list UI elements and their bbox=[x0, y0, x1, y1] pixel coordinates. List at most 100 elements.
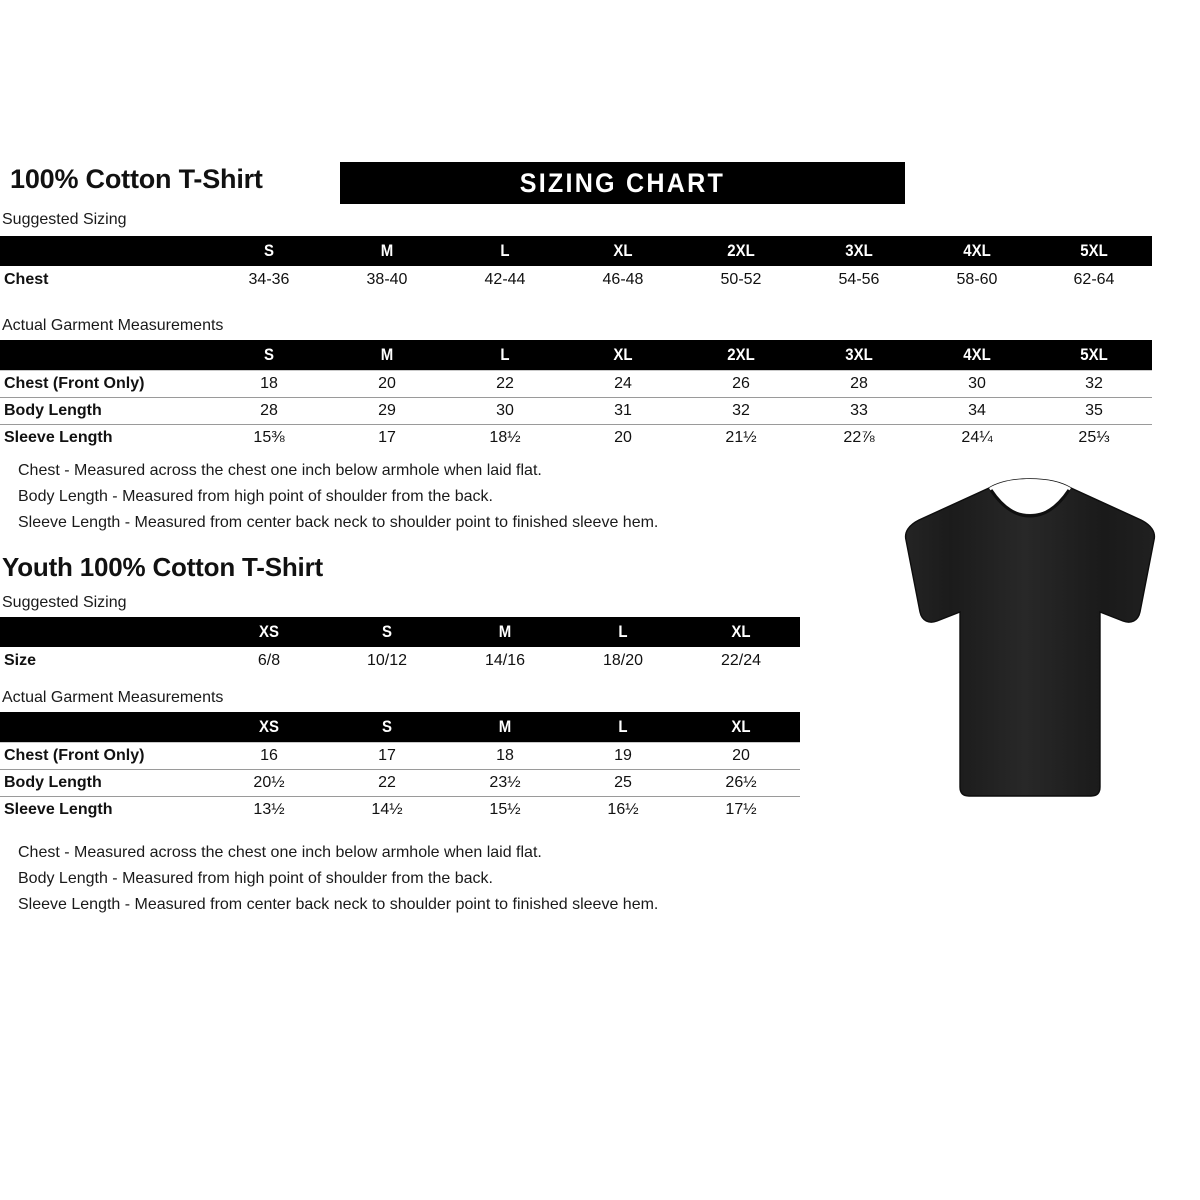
row-label: Body Length bbox=[0, 768, 210, 796]
cell: 20 bbox=[682, 741, 800, 769]
cell: 50-52 bbox=[682, 266, 800, 293]
cell: 17 bbox=[328, 423, 446, 451]
column-header: M bbox=[498, 716, 512, 736]
table-row: Body Length 20½ 22 23½ 25 26½ bbox=[0, 768, 800, 796]
headline-row: 100% Cotton T-Shirt SIZING CHART bbox=[10, 162, 1190, 208]
cell: 30 bbox=[446, 396, 564, 424]
cell: 54-56 bbox=[800, 266, 918, 293]
cell: 16½ bbox=[564, 795, 682, 823]
cell: 42-44 bbox=[446, 266, 564, 293]
adult-actual-caption: Actual Garment Measurements bbox=[2, 317, 224, 334]
note-line: Sleeve Length - Measured from center bac… bbox=[18, 896, 659, 913]
column-header: XS bbox=[259, 716, 279, 736]
cell: 20 bbox=[564, 423, 682, 451]
column-header: XL bbox=[613, 344, 633, 364]
cell: 34 bbox=[918, 396, 1036, 424]
cell: 26 bbox=[682, 369, 800, 397]
sizing-chart-banner-label: SIZING CHART bbox=[519, 167, 726, 198]
cell: 14/16 bbox=[446, 647, 564, 674]
cell: 32 bbox=[682, 396, 800, 424]
column-header: 4XL bbox=[963, 241, 991, 260]
cell: 20½ bbox=[210, 768, 328, 796]
table-header-row: XS S M L XL bbox=[0, 712, 800, 742]
column-header: L bbox=[618, 716, 628, 736]
column-header: XL bbox=[731, 716, 751, 736]
cell: 10/12 bbox=[328, 647, 446, 674]
cell: 22/24 bbox=[682, 647, 800, 674]
adult-measurement-notes: Chest - Measured across the chest one in… bbox=[18, 458, 658, 536]
table-row: Chest (Front Only) 18 20 22 24 26 28 30 … bbox=[0, 369, 1152, 397]
column-header: S bbox=[264, 344, 274, 364]
table-header-row: XS S M L XL bbox=[0, 617, 800, 647]
table-header-row: S M L XL 2XL 3XL 4XL 5XL bbox=[0, 340, 1152, 370]
note-line: Sleeve Length - Measured from center bac… bbox=[18, 514, 659, 531]
youth-actual-measurements-table: XS S M L XL Chest (Front Only) 16 17 18 … bbox=[0, 712, 800, 823]
column-header: XS bbox=[259, 622, 279, 641]
header-corner bbox=[13, 236, 198, 266]
column-header: S bbox=[382, 716, 392, 736]
cell: 23½ bbox=[446, 768, 564, 796]
cell: 46-48 bbox=[564, 266, 682, 293]
cell: 20 bbox=[328, 369, 446, 397]
cell: 25⅓ bbox=[1036, 423, 1152, 451]
youth-section-title: Youth 100% Cotton T-Shirt bbox=[2, 552, 323, 582]
cell: 6/8 bbox=[210, 647, 328, 674]
cell: 21½ bbox=[682, 423, 800, 451]
note-line: Chest - Measured across the chest one in… bbox=[18, 844, 542, 861]
cell: 62-64 bbox=[1036, 266, 1152, 293]
column-header: 5XL bbox=[1080, 344, 1108, 364]
tshirt-image bbox=[895, 472, 1165, 802]
cell: 13½ bbox=[210, 795, 328, 823]
column-header: 4XL bbox=[963, 344, 991, 364]
cell: 17½ bbox=[682, 795, 800, 823]
cell: 29 bbox=[328, 396, 446, 424]
column-header: L bbox=[500, 241, 510, 260]
table-header-row: S M L XL 2XL 3XL 4XL 5XL bbox=[0, 236, 1152, 266]
cell: 33 bbox=[800, 396, 918, 424]
cell: 31 bbox=[564, 396, 682, 424]
cell: 17 bbox=[328, 741, 446, 769]
row-label: Size bbox=[0, 647, 210, 674]
cell: 19 bbox=[564, 741, 682, 769]
row-label: Body Length bbox=[0, 396, 210, 424]
cell: 14½ bbox=[328, 795, 446, 823]
header-corner bbox=[13, 340, 198, 370]
sizing-chart-banner: SIZING CHART bbox=[340, 162, 905, 204]
table-row: Size 6/8 10/12 14/16 18/20 22/24 bbox=[0, 647, 800, 674]
header-corner bbox=[13, 712, 198, 742]
row-label: Chest bbox=[0, 266, 210, 293]
cell: 15½ bbox=[446, 795, 564, 823]
youth-actual-caption: Actual Garment Measurements bbox=[2, 689, 224, 706]
cell: 38-40 bbox=[328, 266, 446, 293]
cell: 18/20 bbox=[564, 647, 682, 674]
cell: 18½ bbox=[446, 423, 564, 451]
cell: 16 bbox=[210, 741, 328, 769]
table-row: Sleeve Length 15⅜ 17 18½ 20 21½ 22⅞ 24¼ … bbox=[0, 423, 1152, 451]
column-header: 5XL bbox=[1080, 241, 1108, 260]
note-line: Body Length - Measured from high point o… bbox=[18, 870, 493, 887]
youth-suggested-sizing-table: XS S M L XL Size 6/8 10/12 14/16 18/20 2… bbox=[0, 617, 800, 674]
column-header: S bbox=[264, 241, 274, 260]
column-header: XL bbox=[613, 241, 633, 260]
cell: 15⅜ bbox=[210, 423, 328, 451]
column-header: M bbox=[380, 344, 394, 364]
column-header: L bbox=[618, 622, 628, 641]
row-label: Chest (Front Only) bbox=[0, 369, 210, 397]
cell: 18 bbox=[446, 741, 564, 769]
cell: 22⅞ bbox=[800, 423, 918, 451]
table-row: Sleeve Length 13½ 14½ 15½ 16½ 17½ bbox=[0, 795, 800, 823]
note-line: Body Length - Measured from high point o… bbox=[18, 488, 493, 505]
cell: 34-36 bbox=[210, 266, 328, 293]
cell: 22 bbox=[328, 768, 446, 796]
column-header: M bbox=[498, 622, 512, 641]
cell: 24¼ bbox=[918, 423, 1036, 451]
adult-suggested-caption: Suggested Sizing bbox=[2, 211, 127, 228]
row-label: Sleeve Length bbox=[0, 423, 210, 451]
youth-suggested-caption: Suggested Sizing bbox=[2, 594, 127, 611]
table-row: Body Length 28 29 30 31 32 33 34 35 bbox=[0, 396, 1152, 424]
table-row: Chest 34-36 38-40 42-44 46-48 50-52 54-5… bbox=[0, 266, 1152, 293]
cell: 30 bbox=[918, 369, 1036, 397]
column-header: S bbox=[382, 622, 392, 641]
cell: 18 bbox=[210, 369, 328, 397]
